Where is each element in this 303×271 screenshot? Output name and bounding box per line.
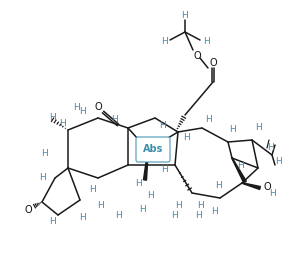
Text: H: H: [197, 201, 203, 209]
Text: H: H: [255, 124, 261, 133]
Polygon shape: [232, 158, 246, 183]
Text: H: H: [215, 180, 221, 189]
Text: H: H: [171, 211, 178, 220]
Polygon shape: [144, 150, 148, 180]
Text: O: O: [94, 102, 102, 112]
Text: H: H: [237, 160, 243, 169]
Polygon shape: [242, 183, 260, 189]
Text: H: H: [58, 118, 65, 127]
Text: H: H: [159, 121, 165, 130]
Text: H: H: [175, 201, 181, 209]
Text: Abs: Abs: [143, 144, 163, 154]
Text: H: H: [230, 125, 236, 134]
Text: H: H: [270, 189, 276, 198]
Text: H: H: [112, 115, 118, 124]
Text: H: H: [48, 114, 55, 122]
Text: H: H: [161, 37, 167, 47]
Text: H: H: [184, 134, 190, 143]
Text: H: H: [181, 11, 188, 21]
Text: H: H: [139, 205, 145, 215]
Text: O: O: [24, 205, 32, 215]
Text: H: H: [203, 37, 209, 47]
Text: H: H: [48, 218, 55, 227]
Text: O: O: [209, 58, 217, 68]
Text: H: H: [135, 179, 142, 188]
Text: H: H: [80, 214, 86, 222]
Text: O: O: [263, 182, 271, 192]
FancyBboxPatch shape: [136, 137, 170, 162]
Text: H: H: [267, 144, 273, 153]
Text: H: H: [147, 191, 153, 199]
Text: H: H: [88, 186, 95, 195]
Text: H: H: [195, 211, 201, 220]
Text: H: H: [40, 173, 46, 182]
Text: H: H: [74, 104, 80, 112]
Text: O: O: [193, 51, 201, 61]
Text: H: H: [115, 211, 122, 220]
Text: H: H: [42, 149, 48, 157]
Text: H: H: [161, 166, 168, 175]
Text: H: H: [97, 201, 103, 209]
Text: H: H: [80, 108, 86, 117]
Text: H: H: [275, 157, 281, 166]
Text: H: H: [205, 115, 211, 124]
Text: H: H: [211, 208, 218, 217]
